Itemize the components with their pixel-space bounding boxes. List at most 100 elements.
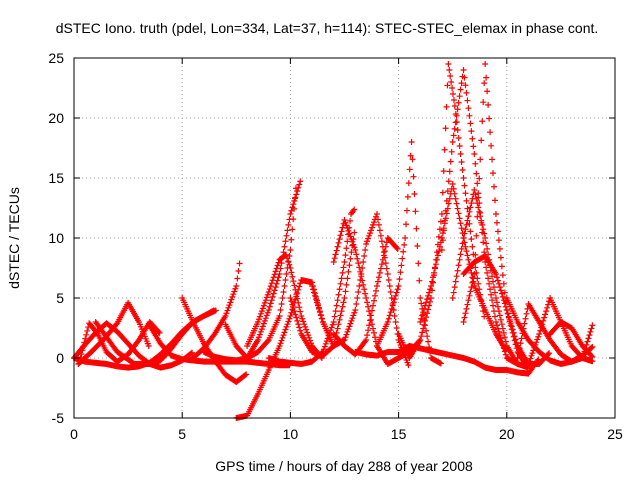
data-point xyxy=(341,259,348,265)
data-point xyxy=(304,329,311,336)
data-point xyxy=(339,269,346,276)
data-point xyxy=(473,232,480,239)
data-point xyxy=(343,245,350,252)
data-point xyxy=(328,324,335,331)
data-point xyxy=(415,260,422,267)
data-point xyxy=(293,314,300,321)
data-point xyxy=(285,318,292,325)
data-point xyxy=(445,61,452,67)
data-point xyxy=(491,313,498,320)
data-point xyxy=(79,347,86,354)
data-point xyxy=(463,89,470,96)
data-point xyxy=(455,135,462,141)
data-point xyxy=(258,308,265,315)
data-point xyxy=(331,313,338,320)
data-point xyxy=(288,269,295,276)
data-point xyxy=(528,352,535,359)
data-point xyxy=(472,160,479,167)
data-point xyxy=(482,235,489,241)
data-point xyxy=(432,261,439,268)
data-point xyxy=(400,248,407,255)
data-point xyxy=(288,298,295,305)
data-point xyxy=(498,263,505,270)
data-point xyxy=(311,289,318,296)
data-point xyxy=(359,277,366,284)
data-point xyxy=(462,310,469,317)
data-point xyxy=(483,264,490,271)
data-point xyxy=(539,321,546,328)
data-point xyxy=(455,262,462,269)
data-point xyxy=(268,280,275,287)
data-point xyxy=(468,200,475,207)
data-point xyxy=(333,247,340,254)
data-point xyxy=(420,309,427,316)
data-point xyxy=(501,300,508,307)
data-point xyxy=(354,255,361,262)
data-point xyxy=(439,237,446,244)
data-point xyxy=(429,278,436,285)
data-point xyxy=(228,296,235,303)
data-point xyxy=(501,289,508,296)
data-point xyxy=(369,307,376,314)
data-point xyxy=(488,291,495,298)
data-point xyxy=(356,264,363,271)
data-point xyxy=(455,210,462,217)
data-point xyxy=(291,282,298,289)
data-point xyxy=(354,295,361,301)
data-point xyxy=(405,362,412,369)
data-point xyxy=(292,194,299,201)
data-point xyxy=(448,148,455,155)
data-point xyxy=(385,277,392,283)
data-point xyxy=(368,312,375,319)
data-point xyxy=(346,323,353,330)
data-point xyxy=(264,291,271,298)
data-point xyxy=(276,313,283,319)
data-point xyxy=(276,343,283,349)
data-point xyxy=(277,340,284,347)
data-point xyxy=(264,338,271,345)
data-point xyxy=(235,268,242,274)
data-point xyxy=(386,283,393,289)
data-point xyxy=(530,347,537,354)
data-point xyxy=(477,156,484,163)
data-point xyxy=(243,371,250,378)
data-point xyxy=(588,325,595,332)
data-point xyxy=(409,156,416,163)
data-point xyxy=(422,317,429,324)
data-point xyxy=(420,325,427,332)
data-point xyxy=(375,274,382,281)
data-point xyxy=(497,254,504,261)
data-point xyxy=(261,299,268,306)
data-point xyxy=(333,302,340,309)
data-point xyxy=(334,297,341,304)
data-point xyxy=(453,200,460,207)
data-point xyxy=(294,290,301,297)
data-point xyxy=(461,74,468,81)
y-tick-label: 5 xyxy=(56,290,64,306)
data-point xyxy=(376,269,383,276)
data-point xyxy=(352,247,359,253)
data-point xyxy=(493,322,500,329)
data-point xyxy=(468,236,475,243)
data-point xyxy=(464,301,471,308)
data-point xyxy=(274,262,281,269)
data-point xyxy=(459,167,466,173)
data-point xyxy=(457,220,464,227)
data-point xyxy=(366,232,373,239)
data-point xyxy=(392,292,399,299)
data-point xyxy=(336,316,343,323)
data-series xyxy=(200,185,299,364)
data-point xyxy=(443,210,450,217)
data-point xyxy=(439,189,446,196)
data-point xyxy=(534,336,541,343)
data-point xyxy=(282,238,289,245)
data-point xyxy=(418,315,425,322)
data-point xyxy=(496,284,503,291)
data-point xyxy=(399,255,406,262)
data-point xyxy=(269,293,276,300)
data-point xyxy=(367,317,374,324)
data-point xyxy=(289,301,296,308)
data-point xyxy=(416,277,423,284)
data-point xyxy=(374,216,381,223)
data-series xyxy=(373,139,444,367)
